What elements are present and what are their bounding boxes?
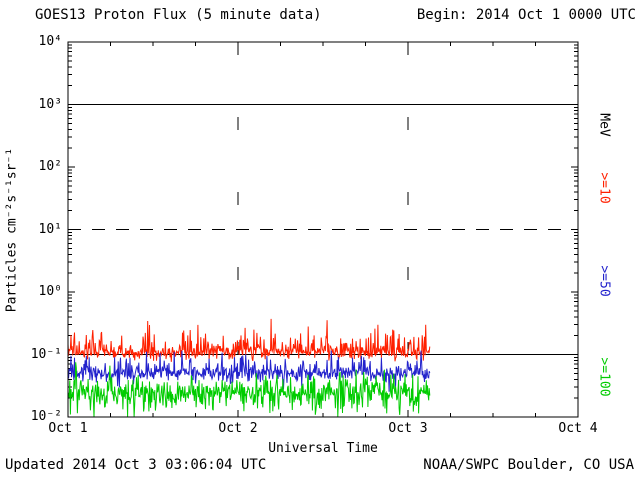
begin-time-label: Begin: 2014 Oct 1 0000 UTC bbox=[416, 7, 636, 23]
right-axis-label-100: >=100 bbox=[596, 357, 612, 397]
series-100-mev bbox=[67, 362, 431, 418]
y-tick-label: 10⁰ bbox=[38, 284, 62, 299]
y-tick-label: 10¹ bbox=[38, 221, 62, 237]
gridlines bbox=[68, 42, 578, 417]
y-tick-label: 10⁻¹ bbox=[30, 346, 62, 362]
x-axis-label: Universal Time bbox=[268, 441, 378, 456]
right-axis-label-mev: MeV bbox=[596, 113, 612, 137]
y-tick-label: 10² bbox=[38, 159, 62, 174]
plot-frame bbox=[67, 41, 579, 418]
right-axis-label-50: >=50 bbox=[596, 265, 612, 297]
y-tick-label: 10⁴ bbox=[38, 34, 62, 49]
credit-label: NOAA/SWPC Boulder, CO USA bbox=[423, 457, 634, 473]
series-10-mev bbox=[67, 318, 431, 362]
y-tick-label: 10⁻² bbox=[30, 409, 62, 424]
x-tick-label: Oct 2 bbox=[218, 421, 258, 436]
y-axis-label: Particles cm⁻²s⁻¹sr⁻¹ bbox=[4, 147, 20, 313]
updated-timestamp: Updated 2014 Oct 3 03:06:04 UTC bbox=[5, 457, 267, 473]
chart-title: GOES13 Proton Flux (5 minute data) bbox=[35, 7, 322, 23]
y-tick-label: 10³ bbox=[38, 96, 62, 112]
x-tick-label: Oct 4 bbox=[558, 421, 598, 436]
x-tick-label: Oct 1 bbox=[48, 421, 88, 436]
x-tick-label: Oct 3 bbox=[388, 421, 428, 436]
series-50-mev bbox=[67, 350, 431, 392]
right-axis-label-10: >=10 bbox=[596, 172, 612, 204]
